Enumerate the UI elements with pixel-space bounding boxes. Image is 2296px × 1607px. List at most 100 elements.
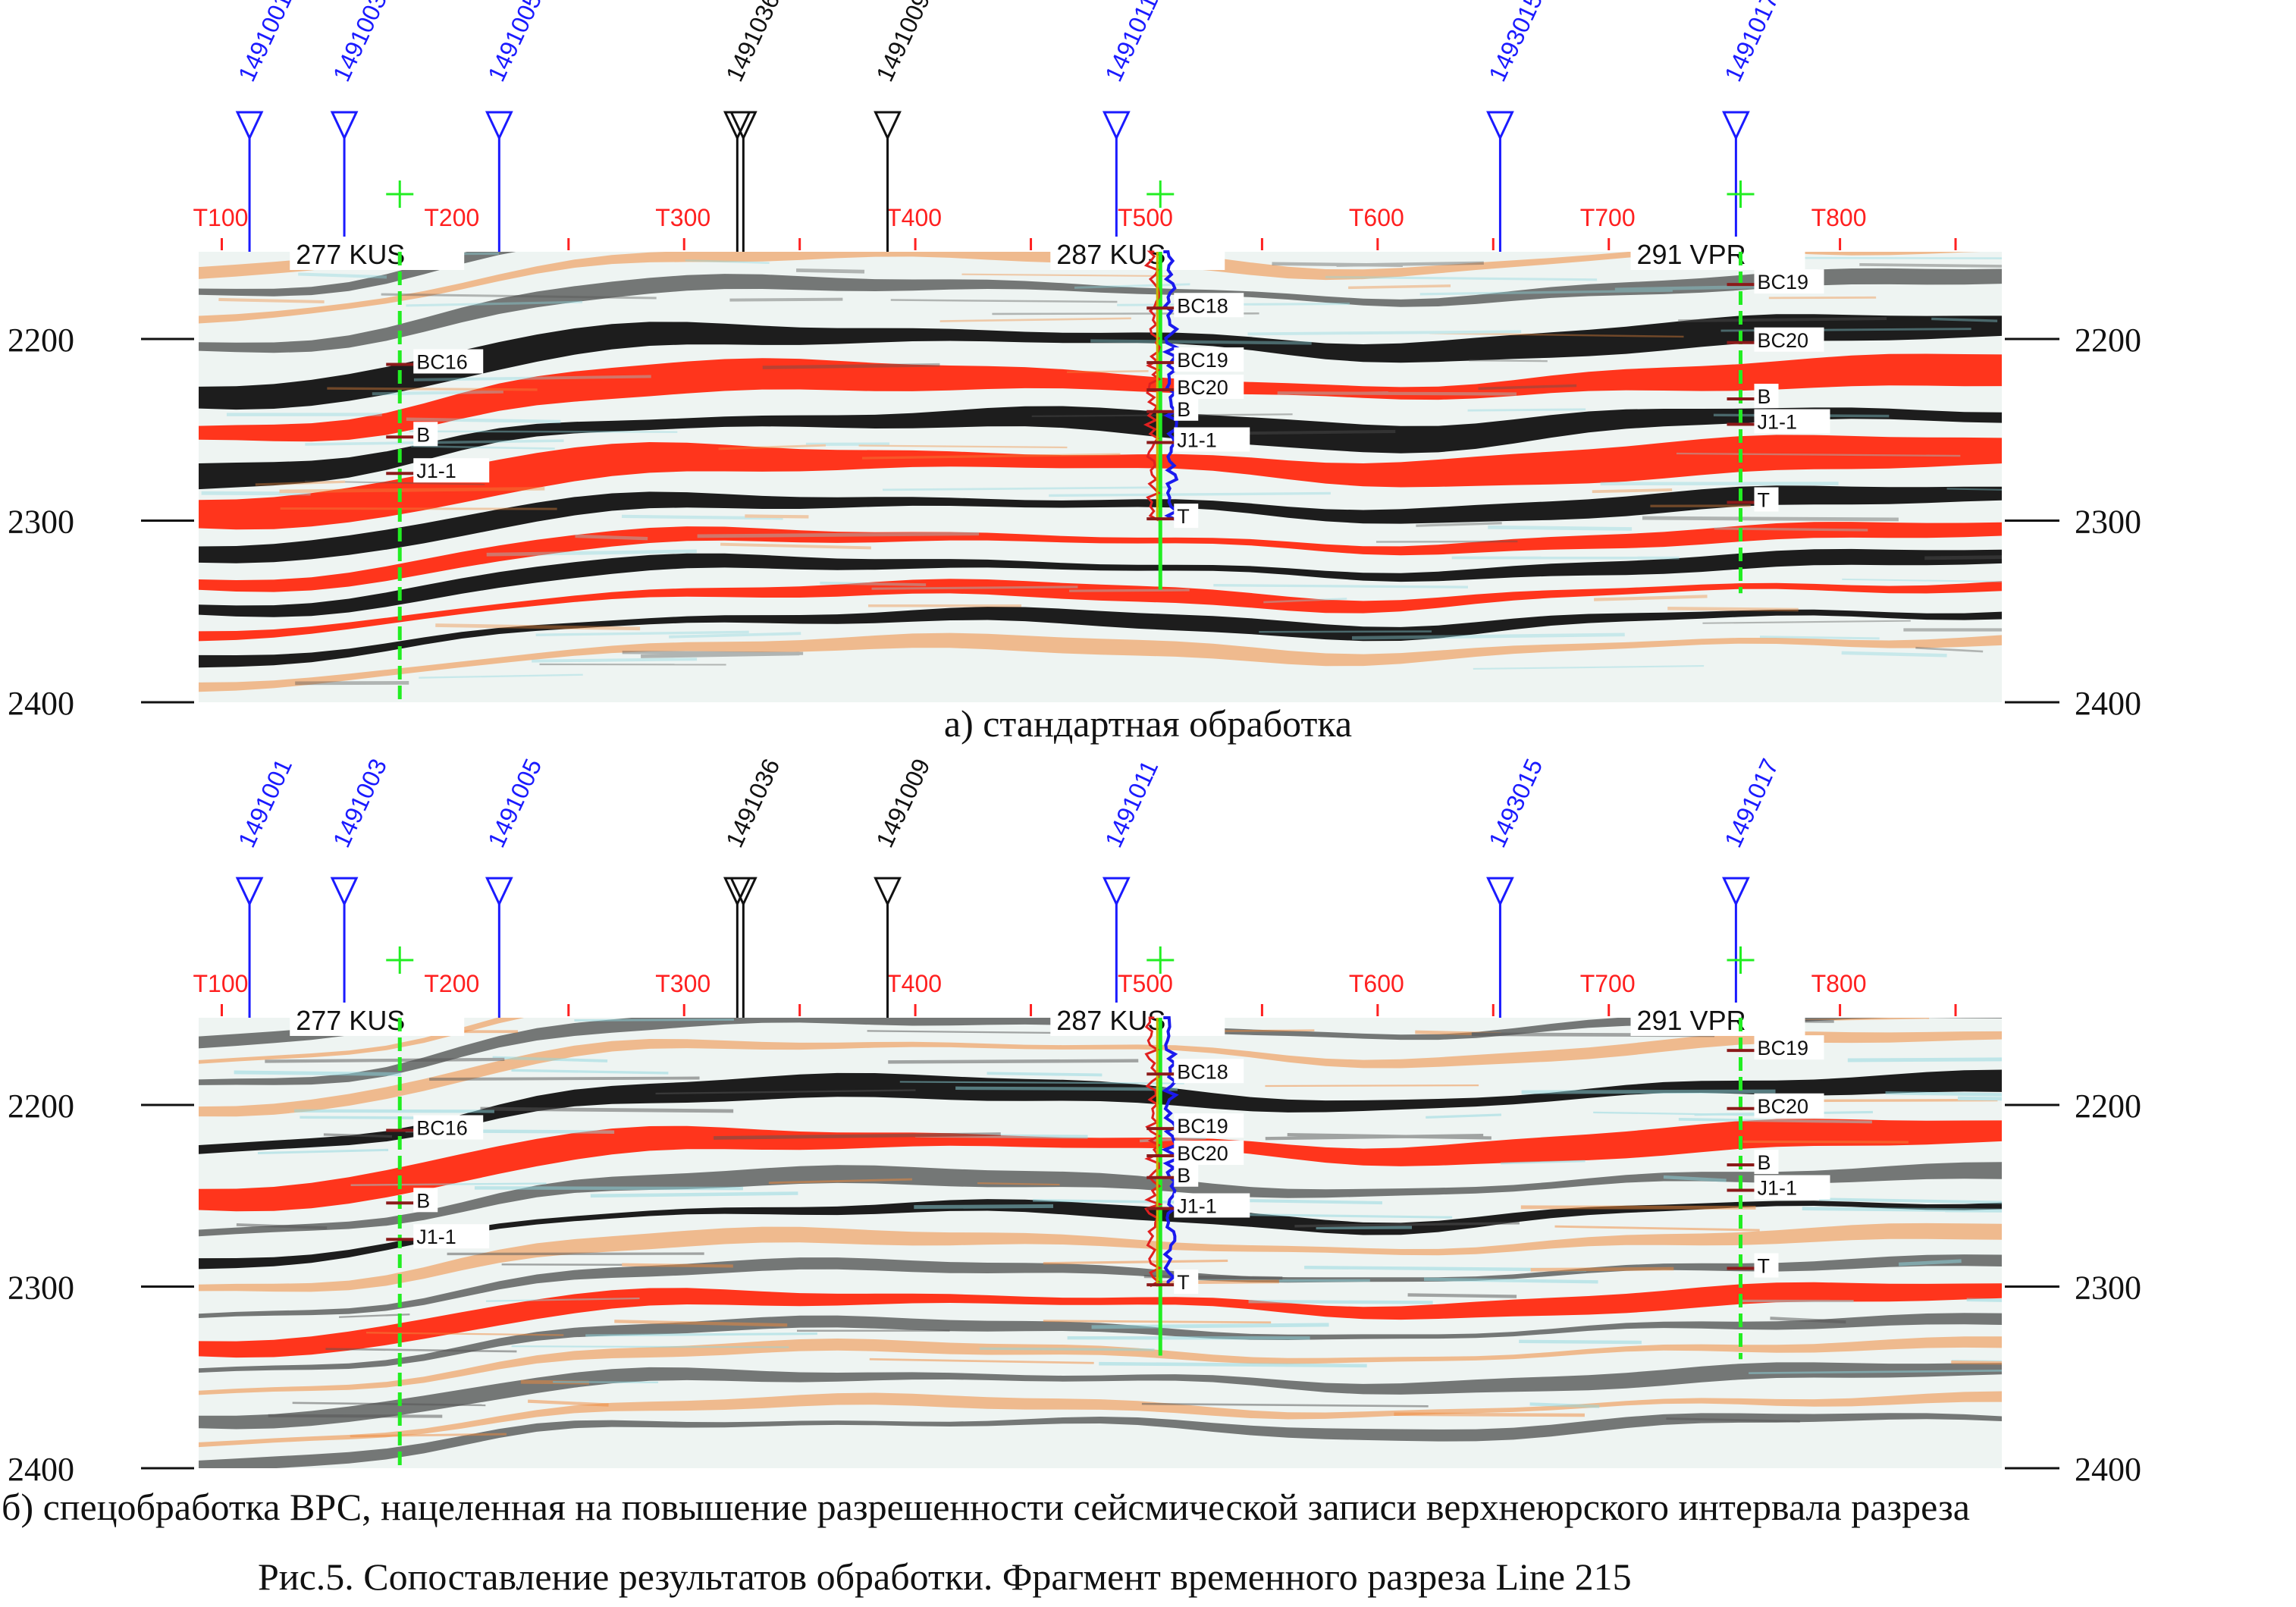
texture-stroke — [1394, 1412, 1585, 1417]
section-well-label: 277 KUS — [296, 1005, 405, 1036]
marker-box — [1174, 1270, 1199, 1295]
marker-label: B — [1757, 385, 1771, 408]
texture-stroke — [1099, 1361, 1367, 1368]
marker-box — [413, 349, 484, 374]
texture-stroke — [986, 1072, 1103, 1077]
texture-stroke — [1067, 370, 1149, 374]
texture-stroke — [1676, 452, 1961, 457]
reflector — [199, 1199, 2002, 1270]
reflector — [199, 1254, 2002, 1318]
well-label: 1491005 — [482, 0, 547, 86]
marker-box — [1174, 1193, 1250, 1218]
well-symbol — [485, 111, 513, 141]
texture-stroke — [1294, 1222, 1520, 1228]
figure-caption: Рис.5. Сопоставление результатов обработ… — [258, 1555, 1632, 1598]
texture-stroke — [1473, 665, 1705, 670]
texture-stroke — [268, 1414, 443, 1418]
reflector — [199, 1069, 2002, 1154]
panel-a-caption: а) стандартная обработка — [943, 702, 1353, 745]
well-symbol — [235, 877, 264, 907]
marker-box — [1174, 1162, 1199, 1187]
reflector — [199, 607, 2002, 668]
texture-stroke — [511, 1345, 789, 1348]
well-name-box — [1050, 237, 1225, 270]
texture-stroke — [553, 1381, 659, 1383]
panel-a: T100 T200 T300 T400 T500 T600 T700 T800 1491001 1… — [8, 0, 2141, 722]
well-label: 1491005 — [482, 755, 547, 852]
texture-stroke — [1248, 1299, 1433, 1304]
well-name-box — [290, 237, 465, 270]
texture-stroke — [480, 1106, 734, 1113]
texture-stroke — [1666, 1417, 1800, 1423]
reflector — [199, 1336, 2002, 1395]
texture-stroke — [1614, 284, 1758, 291]
texture-stroke — [1951, 1361, 2002, 1365]
marker-label: BC19 — [1757, 1037, 1808, 1059]
marker-box — [1754, 1093, 1824, 1118]
texture-stroke — [858, 444, 1068, 449]
texture-stroke — [1488, 525, 1633, 531]
texture-stroke — [265, 1057, 505, 1063]
texture-stroke — [1946, 997, 2087, 1000]
texture-stroke — [1069, 589, 1190, 592]
texture-stroke — [485, 1297, 640, 1302]
marker-label: T — [1177, 1271, 1190, 1294]
texture-stroke — [381, 293, 657, 300]
texture-stroke — [861, 453, 1121, 460]
well-label: 1491009 — [870, 755, 935, 852]
marker-label: BC19 — [1177, 1115, 1228, 1138]
marker-box — [413, 1188, 438, 1213]
texture-stroke — [1423, 1277, 1598, 1284]
reflector — [199, 579, 2002, 642]
texture-stroke — [323, 1133, 393, 1138]
well-label: 1491003 — [328, 0, 392, 86]
texture-stroke — [1530, 1266, 1674, 1272]
marker-label: BC20 — [1757, 329, 1808, 352]
texture-stroke — [1272, 262, 1403, 268]
marker-label: T — [1757, 1255, 1770, 1278]
reflector — [199, 353, 2002, 442]
well-symbol — [1722, 877, 1750, 907]
marker-box — [1174, 347, 1244, 372]
reflector — [199, 406, 2002, 490]
texture-stroke — [1841, 651, 1947, 658]
well-name-box — [1630, 237, 1805, 270]
texture-stroke — [492, 1056, 608, 1062]
well-label: 1491009 — [870, 0, 935, 86]
texture-stroke — [1754, 217, 2012, 218]
trace-label: T600 — [1349, 204, 1404, 231]
marker-box — [1174, 427, 1250, 452]
texture-stroke — [1914, 971, 2198, 975]
reflector — [199, 1413, 2002, 1468]
texture-stroke — [535, 630, 749, 636]
well-log-curve — [1143, 250, 1162, 522]
texture-stroke — [372, 390, 503, 396]
texture-stroke — [294, 1109, 494, 1113]
texture-stroke — [1898, 1259, 1962, 1266]
trace-label: T300 — [655, 204, 710, 231]
well-symbol — [729, 877, 757, 907]
reflector — [199, 1223, 2002, 1292]
depth-label-left: 2400 — [8, 1451, 74, 1488]
texture-stroke — [1469, 359, 1548, 363]
well-log-curve — [1161, 1016, 1180, 1287]
texture-stroke — [1946, 488, 2002, 491]
texture-stroke — [429, 1076, 700, 1081]
texture-stroke — [442, 235, 676, 236]
texture-stroke — [1348, 284, 1451, 290]
marker-box — [1174, 1113, 1244, 1138]
seismic-section — [199, 971, 2198, 1468]
texture-stroke — [350, 1433, 507, 1438]
reflector — [199, 268, 2002, 353]
trace-label: T500 — [1118, 970, 1173, 997]
texture-stroke — [1141, 1402, 1429, 1408]
texture-stroke — [279, 486, 545, 494]
texture-stroke — [961, 273, 1169, 278]
texture-stroke — [590, 1191, 798, 1198]
well-label: 1493015 — [1483, 755, 1548, 852]
texture-stroke — [977, 1182, 1060, 1186]
trace-label: T400 — [886, 204, 942, 231]
depth-label-right: 2400 — [2075, 1451, 2141, 1488]
reflector — [199, 548, 2002, 617]
marker-label: B — [1757, 1151, 1771, 1174]
